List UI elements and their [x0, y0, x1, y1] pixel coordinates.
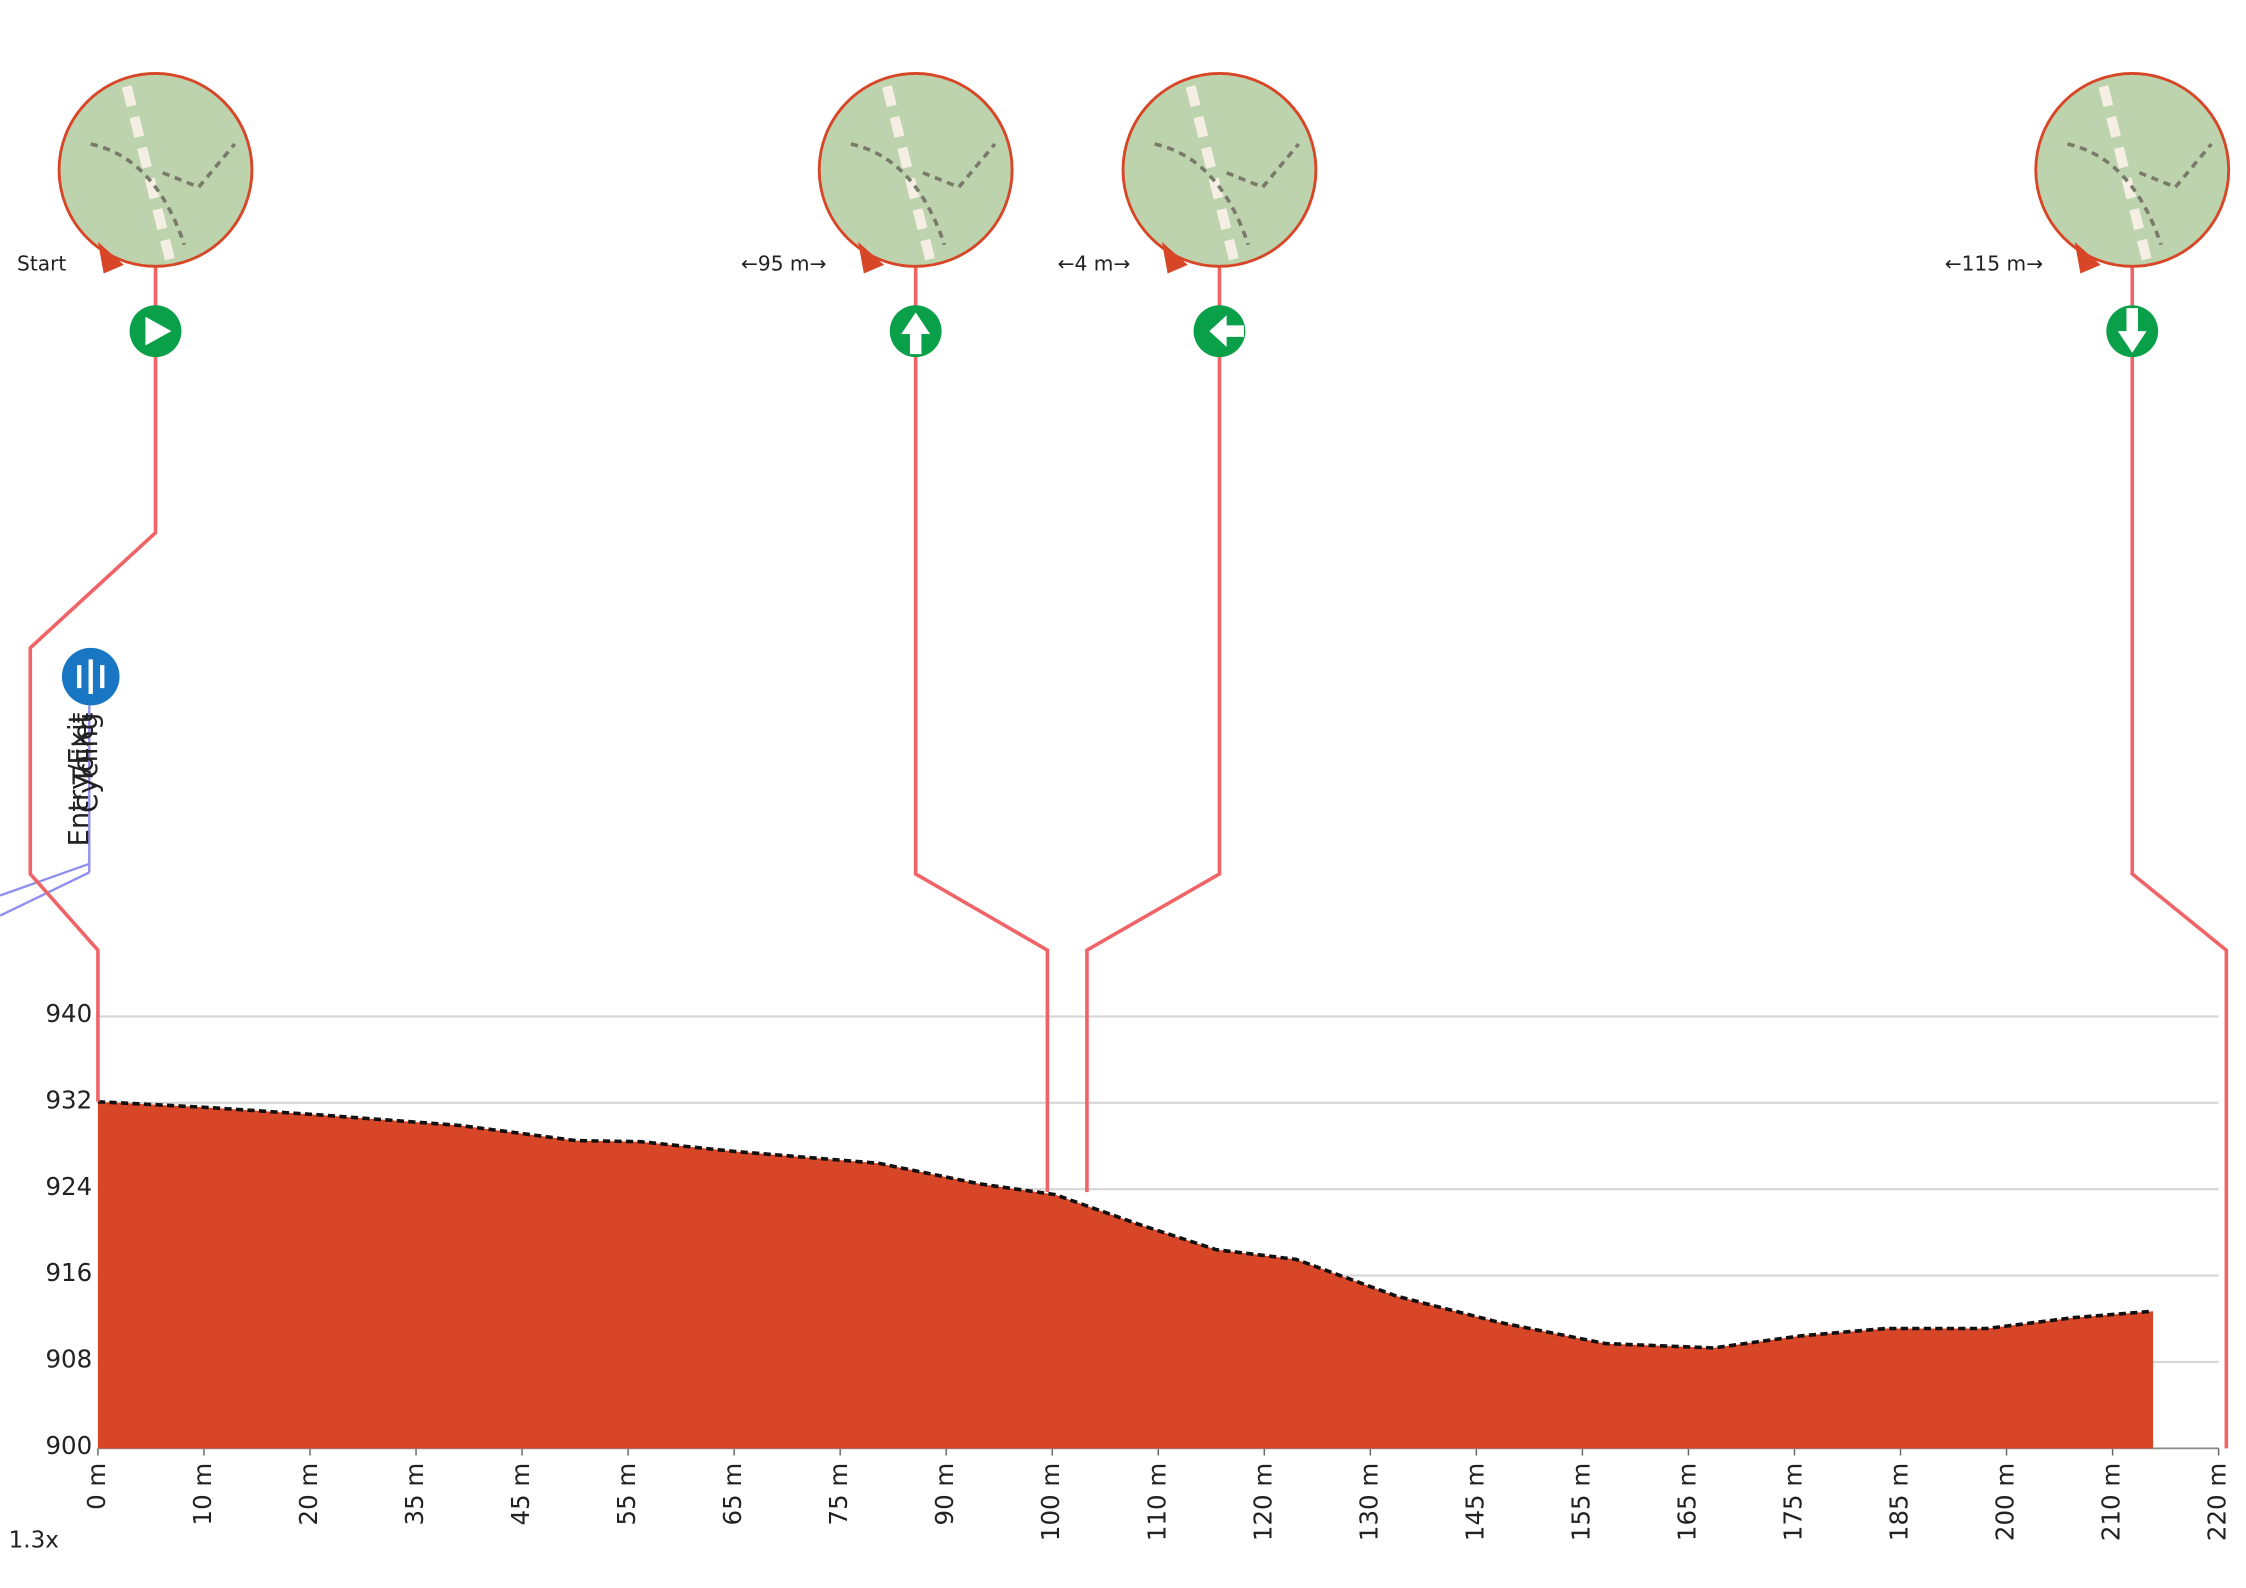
x-tick-label: 165 m — [1672, 1463, 1701, 1541]
map-path — [2067, 142, 2213, 246]
map-path — [850, 142, 997, 246]
waypoint-arrow — [1209, 315, 1244, 347]
x-tick-label: 155 m — [1566, 1463, 1595, 1541]
waypoint: ←4 m→ — [1058, 71, 1318, 1193]
map-pointer — [2074, 241, 2101, 274]
x-tick-label: 100 m — [1036, 1463, 1065, 1541]
y-tick-label: 940 — [45, 999, 92, 1028]
map-thumbnail — [1121, 71, 1318, 268]
map-path — [1154, 142, 1301, 246]
map-thumbnail — [817, 71, 1014, 268]
waypoint: ←95 m→ — [741, 71, 1050, 1193]
waypoint-arrow — [2117, 308, 2147, 353]
x-tick-label: 65 m — [718, 1463, 747, 1526]
x-tick-label: 120 m — [1248, 1463, 1277, 1541]
x-tick-label: 45 m — [506, 1463, 535, 1526]
waypoint-leader — [2130, 266, 2229, 1449]
x-tick-label: 90 m — [930, 1463, 959, 1526]
poi-leader — [0, 705, 91, 917]
poi-label: Entry/Exit — [64, 712, 95, 846]
x-tick-label: 185 m — [1885, 1463, 1914, 1541]
waypoint-label: Start — [17, 251, 66, 275]
poi-label: Toilet — [68, 712, 99, 785]
elevation-line — [97, 1099, 2154, 1350]
waypoint-arrow — [901, 312, 931, 355]
x-tick-label: 130 m — [1354, 1463, 1383, 1541]
x-tick-label: 55 m — [612, 1463, 641, 1526]
x-tick-label: 0 m — [82, 1463, 111, 1510]
x-tick-label: 200 m — [1991, 1463, 2020, 1541]
map-path — [90, 142, 237, 246]
waypoint-label: ←4 m→ — [1058, 251, 1131, 275]
y-tick-label: 916 — [45, 1258, 92, 1287]
elevation-area — [97, 1101, 2154, 1449]
x-tick-label: 20 m — [294, 1463, 323, 1526]
map-thumbnail — [2034, 71, 2231, 268]
x-tick-label: 110 m — [1142, 1463, 1171, 1541]
zoom-label: 1.3x — [9, 1528, 59, 1554]
waypoint: ←115 m→ — [1945, 71, 2231, 1449]
waypoint-label: ←95 m→ — [741, 251, 826, 275]
x-tick-label: 175 m — [1778, 1463, 1807, 1541]
map-thumbnail — [57, 71, 254, 268]
waypoint-label: ←115 m→ — [1945, 251, 2043, 275]
x-tick-label: 210 m — [2097, 1463, 2126, 1541]
x-tick-label: 75 m — [824, 1463, 853, 1526]
y-tick-label: 900 — [45, 1431, 92, 1460]
waypoint: Start — [17, 71, 254, 1102]
map-pointer — [97, 241, 124, 274]
waypoint-leader — [913, 266, 1050, 1193]
x-tick-label: 145 m — [1460, 1463, 1489, 1541]
toilet-icon — [77, 659, 105, 694]
y-tick-label: 924 — [45, 1172, 92, 1201]
map-pointer — [858, 241, 885, 274]
map-pointer — [1161, 241, 1188, 274]
x-tick-label: 220 m — [2203, 1463, 2232, 1541]
y-tick-label: 932 — [45, 1085, 92, 1114]
waypoint-leader — [28, 266, 158, 1102]
waypoint-leader — [1085, 266, 1222, 1193]
x-tick-label: 35 m — [400, 1463, 429, 1526]
poi-label: Cycling — [73, 713, 104, 813]
x-tick-label: 10 m — [188, 1463, 217, 1526]
waypoint-arrow — [145, 316, 172, 346]
y-tick-label: 908 — [45, 1345, 92, 1374]
